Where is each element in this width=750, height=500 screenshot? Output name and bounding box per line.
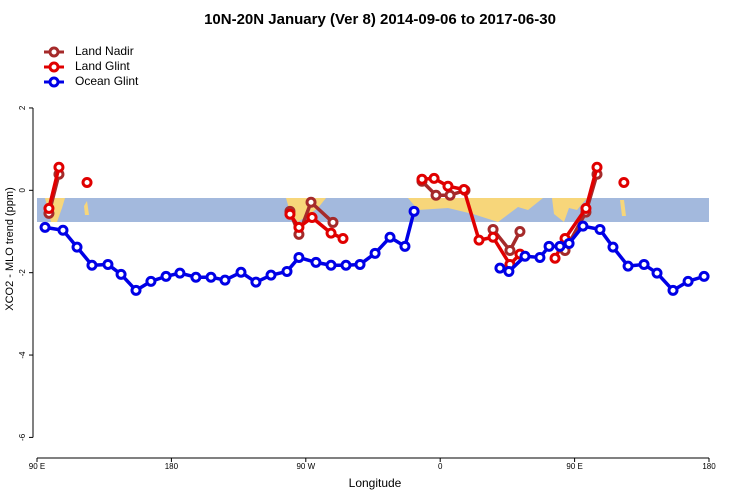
y-tick-label: -6 [18,433,27,441]
data-point [428,172,440,184]
data-point [265,269,277,281]
data-point [53,161,65,173]
data-point [667,284,679,296]
x-tick-label: 180 [702,462,716,471]
data-point [174,267,186,279]
data-point [281,265,293,277]
x-tick-label: 90 W [296,462,315,471]
data-point [235,266,247,278]
data-point [284,208,296,220]
data-point [534,251,546,263]
data-point [622,260,634,272]
data-point [473,234,485,246]
data-point [580,202,592,214]
series [39,205,710,296]
data-point [369,247,381,259]
data-point [130,284,142,296]
data-point [698,270,710,282]
data-point [327,216,339,228]
data-point [577,220,589,232]
data-point [81,176,93,188]
legend-item: Ocean Glint [44,74,139,88]
data-point [594,223,606,235]
data-point [458,183,470,195]
data-point [651,267,663,279]
land [552,198,587,222]
x-tick-label: 90 E [566,462,582,471]
legend-label: Ocean Glint [75,74,139,88]
data-point [514,225,526,237]
data-point [618,176,630,188]
land [620,200,626,216]
data-point [145,275,157,287]
data-point [494,262,506,274]
data-point [250,276,262,288]
data-point [543,240,555,252]
data-point [442,180,454,192]
data-point [638,258,650,270]
data-point [337,232,349,244]
data-point [607,241,619,253]
data-point [549,252,561,264]
data-point [115,268,127,280]
data-point [563,237,575,249]
data-point [293,251,305,263]
data-point [39,221,51,233]
legend-swatch-marker [48,46,60,58]
data-point [71,241,83,253]
y-tick-label: -4 [18,351,27,359]
y-tick-label: -2 [18,269,27,277]
x-tick-label: 90 E [29,462,45,471]
chart-title: 10N-20N January (Ver 8) 2014-09-06 to 20… [204,11,556,28]
y-axis-label: XCO2 - MLO trend (ppm) [4,187,16,310]
data-point [399,240,411,252]
legend-item: Land Glint [44,59,130,73]
ocean-band [37,198,709,222]
map-band [37,198,709,222]
data-point [384,231,396,243]
data-point [591,161,603,173]
series-line [47,173,599,253]
data-point [354,258,366,270]
data-point [306,211,318,223]
legend-swatch-marker [48,76,60,88]
data-point [444,189,456,201]
data-point [487,231,499,243]
y-tick-label: 2 [18,105,27,110]
data-point [205,271,217,283]
data-point [310,256,322,268]
data-point [503,265,515,277]
data-point [408,205,420,217]
data-point [416,173,428,185]
legend-label: Land Nadir [75,44,134,58]
data-point [190,271,202,283]
x-tick-label: 0 [438,462,443,471]
x-tick-label: 180 [165,462,179,471]
legend-swatch-marker [48,61,60,73]
x-axis-label: Longitude [349,476,402,490]
data-point [325,227,337,239]
data-point [519,250,531,262]
data-point [219,274,231,286]
legend-label: Land Glint [75,59,130,73]
data-point [305,196,317,208]
legend-item: Land Nadir [44,44,134,58]
data-point [293,221,305,233]
y-tick-label: 0 [18,188,27,193]
data-point [102,258,114,270]
data-point [86,259,98,271]
data-point [57,224,69,236]
data-point [160,270,172,282]
data-point [325,259,337,271]
data-point [682,275,694,287]
data-point [504,244,516,256]
data-point [340,259,352,271]
data-point [430,189,442,201]
data-point [43,202,55,214]
data-point [554,240,566,252]
land [84,201,89,215]
land [408,198,543,222]
